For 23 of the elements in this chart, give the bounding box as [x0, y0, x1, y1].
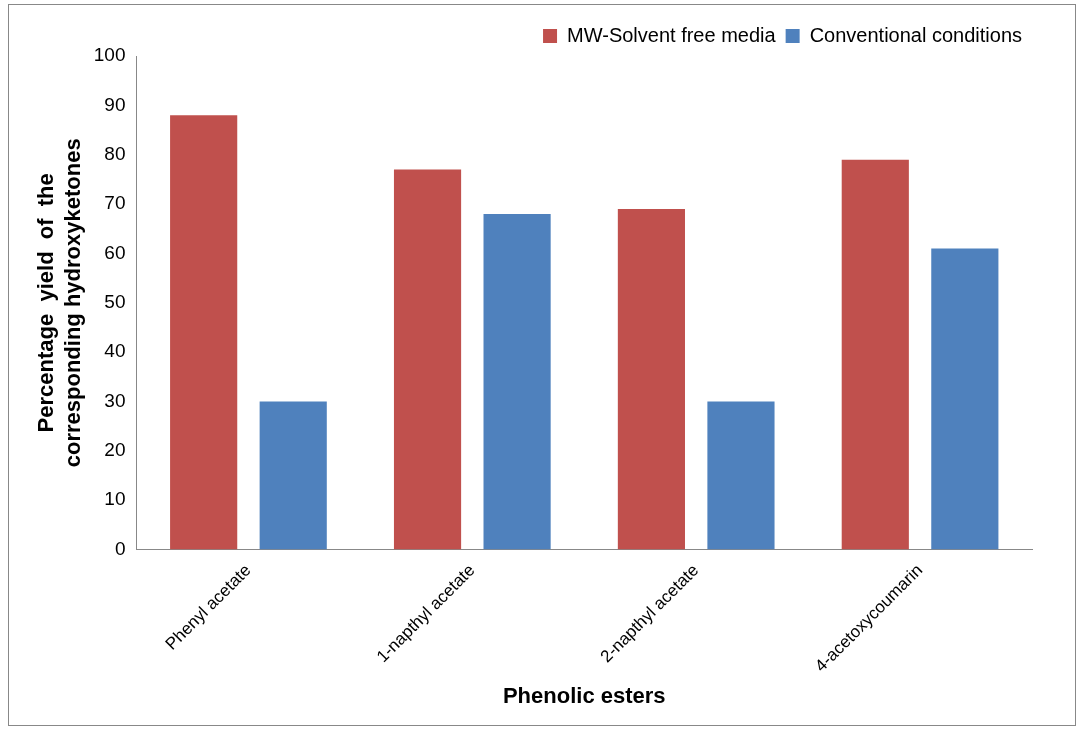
bar	[259, 401, 327, 550]
y-tick-label: 30	[104, 389, 126, 411]
legend-label: MW-Solvent free media	[567, 23, 777, 46]
x-axis-title: Phenolic esters	[502, 682, 666, 708]
y-tick-label: 90	[104, 93, 126, 115]
y-tick-label: 0	[114, 537, 126, 559]
y-axis-title: Percentage yield of the corresponding hydroxyketones	[33, 138, 85, 468]
y-tick-label: 80	[104, 142, 126, 164]
y-tick-label: 70	[104, 192, 126, 214]
bar	[393, 169, 462, 550]
legend-label: Conventional conditions	[809, 23, 1023, 46]
y-tick-label: 50	[104, 291, 126, 313]
y-tick-label: 40	[104, 340, 126, 362]
bar	[483, 213, 551, 550]
y-tick-label: 100	[93, 44, 126, 66]
bar	[170, 115, 238, 550]
y-tick-label: 60	[104, 241, 126, 263]
y-tick-label: 10	[104, 488, 126, 510]
bar	[931, 248, 999, 550]
bar	[617, 209, 685, 550]
y-tick-label: 20	[104, 439, 126, 461]
bar	[841, 159, 909, 550]
bar	[707, 401, 775, 550]
